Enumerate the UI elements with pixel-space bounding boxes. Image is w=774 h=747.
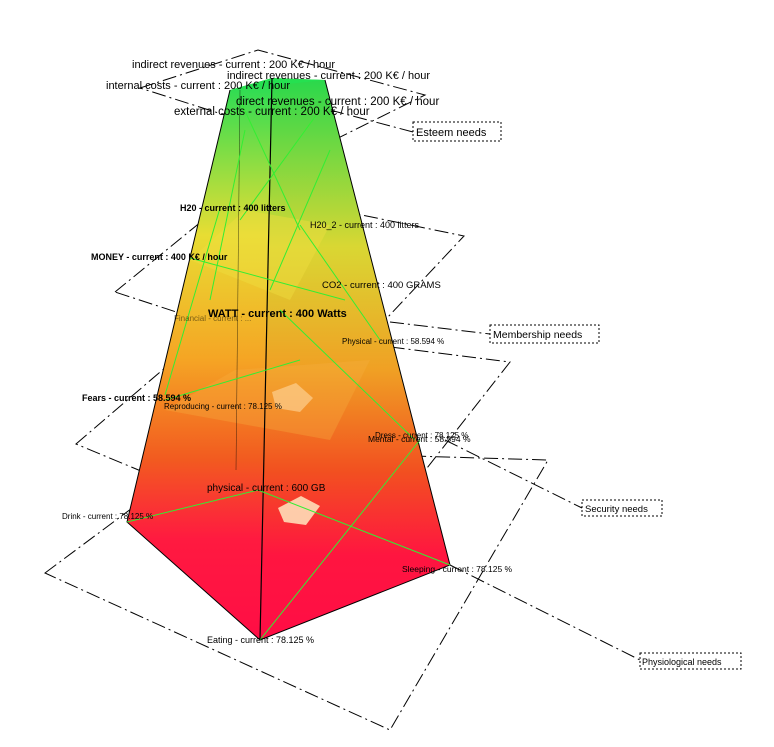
pyramid-back-edge — [235, 89, 241, 471]
level-label-esteem: Esteem needs — [416, 127, 487, 139]
label-eating: Eating - current : 78.125 % — [207, 635, 314, 645]
connection-line — [279, 309, 416, 441]
leader-security — [444, 439, 583, 509]
connection-line — [209, 129, 246, 301]
metric-labels: indirect revenues - current : 200 K€ / h… — [62, 59, 513, 645]
highlight-pentagon-low — [278, 496, 320, 525]
leader-membership — [389, 321, 491, 335]
label-physical-membership: Physical - current : 58.594 % — [342, 337, 444, 346]
label-physical-security: physical - current : 600 GB — [207, 483, 326, 494]
label-drink: Drink - current : 78.125 % — [62, 512, 153, 521]
connection-line — [269, 149, 331, 291]
label-dress: Dress - current : 78.125 % — [375, 431, 468, 440]
connection-line — [164, 207, 221, 396]
label-indirect-revenues-2: indirect revenues - current : 200 K€ / h… — [227, 70, 430, 82]
box-membership — [489, 324, 600, 344]
connection-line — [189, 257, 346, 301]
label-reproducing: Reproducing - current : 78.125 % — [164, 402, 282, 411]
connection-line — [257, 489, 451, 566]
leader-esteem — [329, 109, 414, 133]
label-direct-revenues: direct revenues - current : 200 K€ / hou… — [236, 96, 439, 108]
level-leaders — [329, 109, 641, 661]
label-mental: Mental - current : 58.594 % — [368, 434, 471, 444]
label-h20-2: H20_2 - current : 400 litters — [310, 220, 420, 230]
connection-line — [239, 99, 301, 231]
inner-facet-middle — [165, 360, 370, 440]
level-boxes: Esteem needs Membership needs Security n… — [412, 121, 742, 670]
pyramid — [126, 77, 451, 641]
level-label-membership: Membership needs — [493, 329, 582, 341]
label-internal-costs: internal costs - current : 200 K€ / hour — [106, 80, 290, 92]
highlight-pentagon-mid — [272, 383, 313, 412]
connection-line — [126, 489, 259, 523]
pyramid-left-face — [127, 78, 272, 640]
pyramid-right-face — [260, 78, 450, 640]
label-fears: Fears - current : 58.594 % — [82, 393, 191, 403]
box-esteem — [412, 121, 502, 142]
connection-line — [239, 109, 321, 221]
pyramid-top-face — [230, 78, 325, 90]
label-external-costs: external costs - current : 200 K€ / hour — [174, 106, 370, 118]
label-co2: CO2 - current : 400 GRAMS — [322, 280, 441, 291]
connection-lines — [126, 99, 451, 641]
label-financial: Financial - current : ... — [174, 314, 251, 323]
box-security — [581, 499, 663, 517]
label-sleeping: Sleeping - current : 78.125 % — [402, 564, 513, 574]
connection-line — [299, 224, 381, 341]
label-watt: WATT - current : 400 Watts — [208, 308, 347, 320]
label-indirect-revenues-1: indirect revenues - current : 200 K€ / h… — [132, 59, 335, 71]
pyramid-front-edge — [259, 77, 273, 641]
label-h20: H20 - current : 400 litters — [180, 203, 286, 213]
level-label-security: Security needs — [585, 504, 648, 515]
connection-line — [164, 359, 301, 401]
connection-line — [259, 439, 421, 641]
level-label-physiological: Physiological needs — [642, 657, 722, 667]
label-money: MONEY - current : 400 K€ / hour — [91, 252, 228, 262]
leader-physiological — [449, 564, 641, 661]
box-physiological — [639, 652, 742, 670]
